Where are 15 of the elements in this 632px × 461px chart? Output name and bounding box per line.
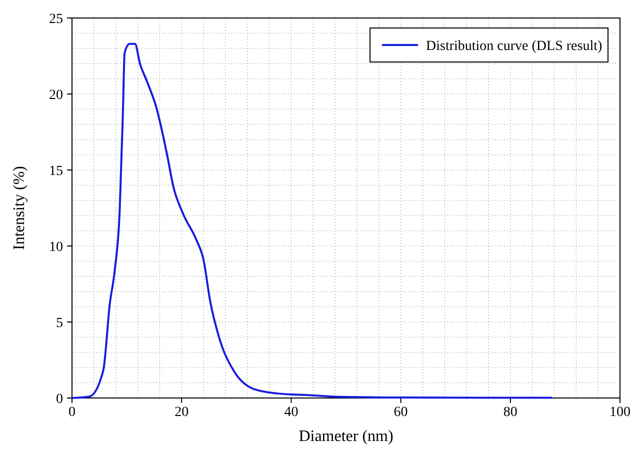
y-tick-label: 15 (49, 164, 63, 179)
y-tick-label: 20 (49, 88, 63, 103)
x-tick-label: 80 (503, 405, 518, 420)
x-tick-label: 0 (68, 405, 76, 420)
x-tick-label: 100 (610, 405, 630, 420)
x-axis-title: Diameter (nm) (298, 428, 394, 445)
x-tick-label: 60 (394, 405, 408, 420)
y-tick-label: 5 (56, 316, 63, 331)
y-tick-label: 0 (56, 392, 63, 407)
y-tick-label: 25 (49, 12, 63, 27)
y-axis-title: Intensity (%) (11, 166, 28, 250)
x-tick-label: 40 (284, 405, 298, 420)
y-tick-label: 10 (49, 240, 63, 255)
legend-label: Distribution curve (DLS result) (426, 38, 602, 54)
x-tick-label: 20 (174, 405, 189, 420)
